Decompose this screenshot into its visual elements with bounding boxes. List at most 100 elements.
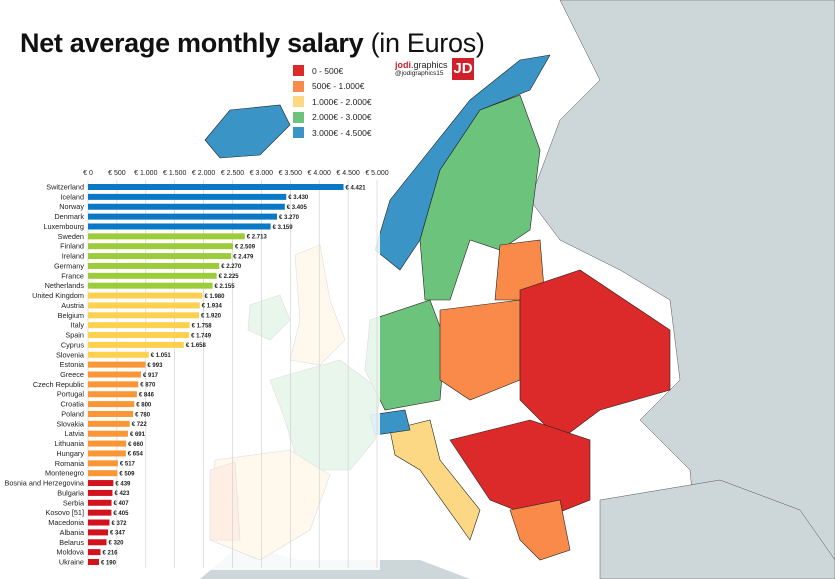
category-label: Serbia xyxy=(63,498,85,507)
brand-name-bold: jodi xyxy=(395,60,411,70)
title-sub: (in Euros) xyxy=(370,28,485,58)
bar xyxy=(88,499,112,506)
data-label: € 780 xyxy=(135,412,151,418)
category-label: France xyxy=(61,271,84,280)
category-label: Netherlands xyxy=(45,281,85,290)
legend-item: 500€ - 1.000€ xyxy=(293,79,372,95)
data-label: € 800 xyxy=(136,402,152,408)
bar xyxy=(88,381,139,388)
page-title: Net average monthly salary (in Euros) xyxy=(20,28,485,59)
category-label: Switzerland xyxy=(46,183,84,192)
legend-swatch xyxy=(293,127,304,139)
category-label: Portugal xyxy=(57,390,85,399)
data-label: € 509 xyxy=(119,471,135,477)
category-label: Moldova xyxy=(56,548,85,557)
category-label: Ukraine xyxy=(59,558,84,567)
map-region-greece xyxy=(509,499,571,561)
bar xyxy=(88,480,114,487)
category-label: Kosovo [51] xyxy=(45,508,84,517)
brand-name-rest: .graphics xyxy=(411,60,448,70)
bar xyxy=(88,509,112,516)
brand-logo: JD xyxy=(452,58,474,80)
legend-label: 500€ - 1.000€ xyxy=(312,81,365,92)
data-label: € 372 xyxy=(112,521,128,527)
data-label: € 1.920 xyxy=(201,314,222,320)
data-label: € 722 xyxy=(132,422,148,428)
bar xyxy=(88,371,142,378)
data-label: € 1.658 xyxy=(186,343,207,349)
data-label: € 3.405 xyxy=(287,205,308,211)
x-tick-label: € 1.500 xyxy=(163,170,186,177)
category-label: Hungary xyxy=(56,449,84,458)
map-region-belarus-ukraine xyxy=(519,269,671,441)
data-label: € 2.270 xyxy=(221,264,242,270)
data-label: € 2.713 xyxy=(247,235,268,241)
data-label: € 347 xyxy=(110,531,126,537)
bar xyxy=(88,184,344,190)
category-label: Iceland xyxy=(60,192,84,201)
data-label: € 439 xyxy=(115,481,131,487)
bar xyxy=(88,253,232,260)
legend-swatch xyxy=(293,80,304,92)
legend-item: 3.000€ - 4.500€ xyxy=(293,125,372,141)
x-tick-label: € 500 xyxy=(108,170,126,177)
bar xyxy=(88,332,190,339)
category-label: Austria xyxy=(61,301,85,310)
data-label: € 320 xyxy=(108,541,124,547)
category-label: Bulgaria xyxy=(57,488,85,497)
bar xyxy=(88,430,128,437)
title-main: Net average monthly salary xyxy=(20,28,364,58)
data-label: € 405 xyxy=(113,511,129,517)
category-label: Sweden xyxy=(58,232,84,241)
map-region-iceland xyxy=(204,104,291,159)
category-label: Norway xyxy=(59,202,84,211)
brand-handle: @jodigraphics15 xyxy=(395,70,444,77)
map-region-turkey xyxy=(599,479,835,579)
data-label: € 1.980 xyxy=(204,294,225,300)
x-tick-label: € 4.500 xyxy=(336,170,359,177)
bar xyxy=(88,460,118,467)
x-tick-label: € 4.000 xyxy=(308,170,331,177)
map-region-italy xyxy=(389,419,481,541)
bar xyxy=(88,213,278,220)
bar xyxy=(88,262,220,269)
category-label: Latvia xyxy=(65,429,85,438)
category-label: Poland xyxy=(61,409,84,418)
bar xyxy=(88,529,109,536)
category-label: Montenegro xyxy=(45,469,84,478)
bar xyxy=(88,193,287,200)
legend-item: 2.000€ - 3.000€ xyxy=(293,110,372,126)
category-label: Slovenia xyxy=(56,350,85,359)
brand: jodi.graphics @jodigraphics15 xyxy=(395,60,448,77)
data-label: € 1.758 xyxy=(192,323,213,329)
legend-label: 2.000€ - 3.000€ xyxy=(312,112,372,123)
bar xyxy=(88,282,213,289)
bar xyxy=(88,559,99,565)
bar xyxy=(88,322,190,329)
category-label: Albania xyxy=(60,528,85,537)
data-label: € 2.479 xyxy=(233,254,254,260)
category-label: United Kingdom xyxy=(32,291,84,300)
category-label: Bosnia and Herzegovina xyxy=(4,479,84,488)
data-label: € 190 xyxy=(101,560,117,566)
data-label: € 3.159 xyxy=(273,225,294,231)
x-tick-label: € 5.000 xyxy=(365,170,388,177)
bar xyxy=(88,440,127,447)
data-label: € 3.270 xyxy=(279,215,300,221)
data-label: € 3.430 xyxy=(288,195,309,201)
bar xyxy=(88,401,135,408)
data-label: € 423 xyxy=(114,491,130,497)
bar xyxy=(88,549,101,556)
bar xyxy=(88,203,285,210)
data-label: € 1.051 xyxy=(151,353,172,359)
x-tick-label: € 1.000 xyxy=(134,170,157,177)
data-label: € 2.225 xyxy=(219,274,240,280)
category-label: Lithuania xyxy=(54,439,85,448)
category-label: Romania xyxy=(55,459,85,468)
bar xyxy=(88,272,217,279)
bar xyxy=(88,450,126,457)
data-label: € 654 xyxy=(128,452,144,458)
category-label: Ireland xyxy=(62,252,84,261)
category-label: Croatia xyxy=(60,400,84,409)
